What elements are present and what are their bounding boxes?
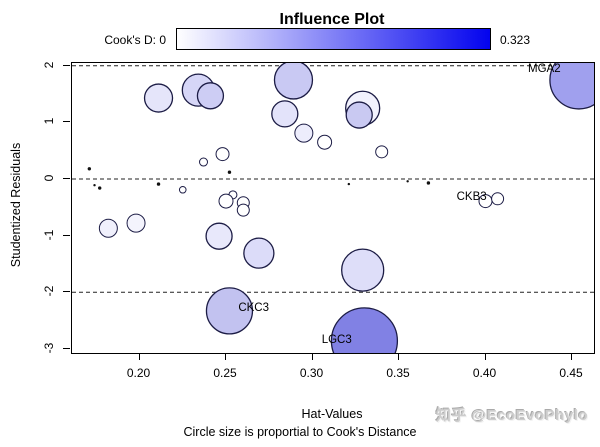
y-tick-label: 0 <box>42 174 56 182</box>
data-point-bubble <box>271 100 299 128</box>
y-axis-label: Studentized Residuals <box>9 142 23 268</box>
data-point-bubble <box>243 237 275 269</box>
y-axis-tick <box>63 121 70 123</box>
data-point-bubble <box>205 287 254 335</box>
data-point-bubble <box>330 307 399 353</box>
data-point-bubble <box>196 82 225 110</box>
y-axis-tick <box>63 64 70 66</box>
data-point-bubble <box>98 218 118 238</box>
plot-area: MGA2 CKB3 CKC3 LGC3 <box>71 62 595 354</box>
data-point-bubble <box>205 222 233 250</box>
point-label: CKC3 <box>238 302 269 314</box>
data-point-bubble <box>341 248 385 292</box>
x-tick-label: 0.20 <box>126 366 151 380</box>
data-point-bubble <box>199 157 209 167</box>
data-point-bubble <box>549 63 594 110</box>
x-axis-tick <box>398 353 399 360</box>
data-point-bubble <box>345 101 373 129</box>
data-point-dot <box>347 182 351 186</box>
data-point-bubble <box>236 203 250 217</box>
y-tick-label: -1 <box>42 229 56 240</box>
y-axis-tick <box>63 291 70 293</box>
point-label: MGA2 <box>528 63 561 75</box>
cooks-d-max-label: 0.323 <box>500 33 531 47</box>
data-point-dot <box>426 181 431 185</box>
x-axis-tick <box>311 353 313 360</box>
x-tick-label: 0.30 <box>299 366 324 380</box>
x-axis-tick <box>571 353 572 360</box>
point-label: CKB3 <box>457 191 487 203</box>
x-tick-label: 0.35 <box>386 366 410 380</box>
data-point-bubble <box>273 63 314 100</box>
x-tick-label: 0.40 <box>472 366 497 380</box>
x-axis-tick <box>484 353 486 360</box>
data-point-dot <box>156 182 161 186</box>
data-point-bubble <box>143 83 174 113</box>
x-tick-label: 0.45 <box>559 366 583 380</box>
y-tick-label: -2 <box>42 285 56 297</box>
watermark: 知乎 @EcoEvoPhylo <box>435 407 588 424</box>
y-axis-tick <box>63 178 70 179</box>
y-tick-label: 2 <box>42 61 56 69</box>
data-point-bubble <box>317 134 333 150</box>
chart-title: Influence Plot <box>279 11 385 28</box>
y-axis-tick <box>63 234 70 236</box>
y-tick-label: 1 <box>42 118 56 125</box>
data-point-bubble <box>491 192 505 206</box>
x-tick-label: 0.25 <box>213 366 237 380</box>
data-point-bubble <box>178 185 187 194</box>
data-point-bubble <box>294 123 314 143</box>
data-point-dot <box>98 186 102 190</box>
data-point-bubble <box>126 213 146 233</box>
cooks-d-min-label: Cook's D: 0 <box>104 33 166 47</box>
cooks-d-color-scale-bar <box>176 28 491 50</box>
x-axis-label: Hat-Values <box>301 407 363 421</box>
y-axis-tick <box>63 347 70 349</box>
data-point-bubble <box>218 193 234 209</box>
y-tick-label: -3 <box>42 342 56 354</box>
data-point-dot <box>93 184 96 187</box>
data-point-dot <box>87 167 92 171</box>
data-point-dot <box>227 170 232 174</box>
x-axis-tick <box>225 353 226 360</box>
data-point-dot <box>406 180 409 183</box>
x-axis-tick <box>138 353 140 360</box>
caption-subtitle: Circle size is proportial to Cook's Dist… <box>183 425 417 439</box>
influence-plot-svg: MGA2 CKB3 CKC3 LGC3 <box>72 63 594 353</box>
data-point-bubble <box>375 145 389 159</box>
data-point-bubble <box>215 147 230 162</box>
point-label: LGC3 <box>322 334 352 346</box>
